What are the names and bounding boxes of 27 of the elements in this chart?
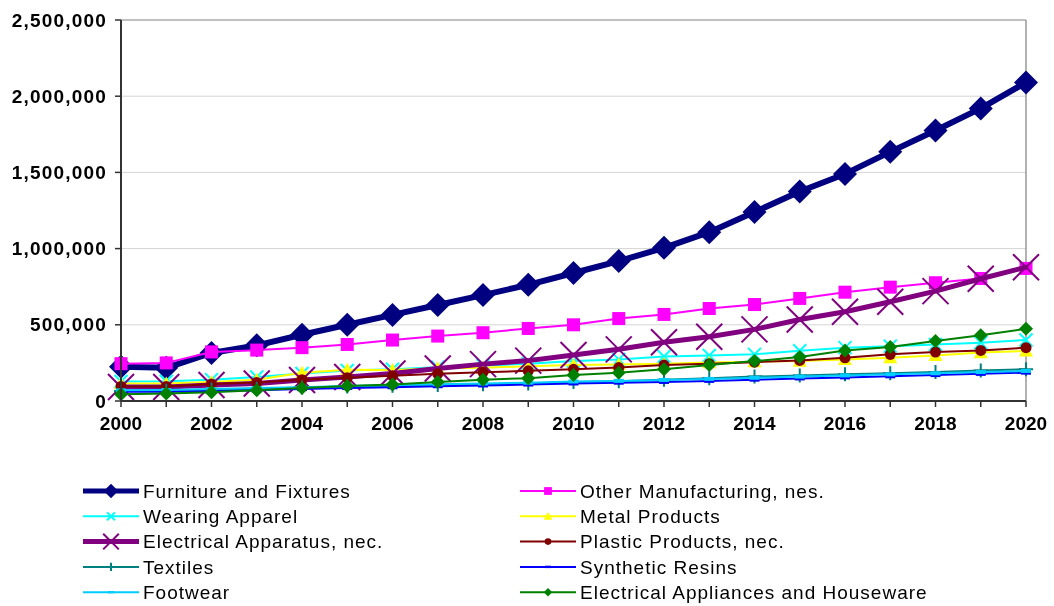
x-tick-label: 2014 [733, 412, 777, 434]
legend-label: Wearing Apparel [143, 505, 299, 527]
y-tick-label: 1,500,000 [11, 162, 107, 184]
y-tick-label: 500,000 [29, 314, 107, 336]
legend-label: Metal Products [580, 505, 721, 527]
x-tick-label: 2000 [99, 412, 143, 434]
x-tick-label: 2020 [1004, 412, 1048, 434]
y-tick-label: 0 [95, 390, 107, 412]
x-tick-label: 2008 [461, 412, 505, 434]
legend-label: Textiles [143, 556, 215, 578]
legend-label: Footwear [143, 581, 231, 603]
y-tick-label: 2,500,000 [11, 9, 107, 31]
x-tick-label: 2002 [190, 412, 233, 434]
x-tick-label: 2016 [823, 412, 867, 434]
y-tick-label: 2,000,000 [11, 85, 107, 107]
legend-label: Electrical Apparatus, nec. [143, 531, 384, 553]
legend-label: Other Manufacturing, nes. [580, 480, 825, 502]
legend-label: Plastic Products, nec. [580, 531, 785, 553]
x-tick-label: 2010 [552, 412, 595, 434]
x-tick-label: 2004 [280, 412, 324, 434]
legend-label: Electrical Appliances and Houseware [580, 581, 928, 603]
y-tick-label: 1,000,000 [11, 238, 107, 260]
legend-label: Synthetic Resins [580, 556, 738, 578]
legend-label: Furniture and Fixtures [143, 480, 351, 502]
x-tick-label: 2018 [914, 412, 957, 434]
x-tick-label: 2006 [371, 412, 414, 434]
x-tick-label: 2012 [642, 412, 686, 434]
